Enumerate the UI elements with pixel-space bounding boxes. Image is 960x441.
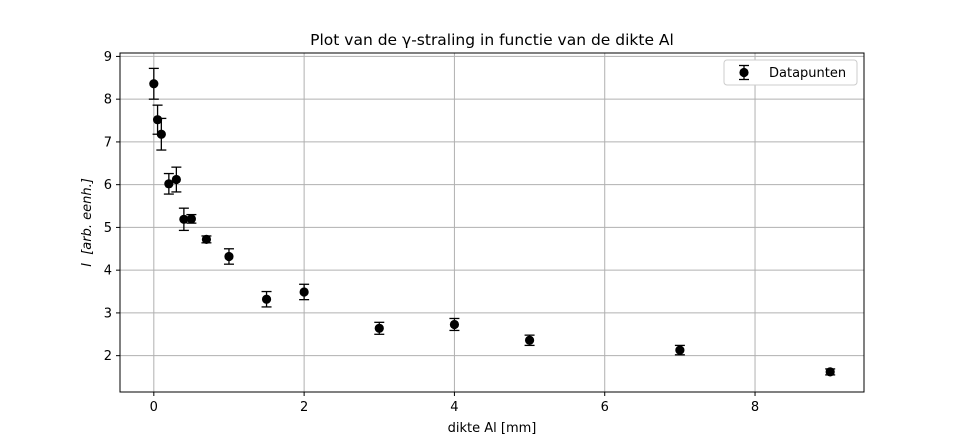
x-tick-label: 2	[300, 400, 308, 415]
data-point	[156, 129, 166, 139]
data-point	[186, 214, 196, 224]
x-tick-label: 6	[601, 400, 609, 415]
y-tick-label: 6	[104, 178, 112, 193]
x-tick-label: 0	[150, 400, 158, 415]
data-point	[261, 294, 272, 304]
x-tick-label: 4	[450, 400, 458, 415]
data-point	[171, 174, 181, 185]
data-points	[149, 79, 835, 377]
grid-lines	[120, 53, 864, 392]
x-axis-ticks: 0 2 4 6 8	[150, 392, 759, 415]
data-point	[449, 319, 460, 330]
data-point	[224, 251, 234, 262]
data-point	[201, 234, 212, 244]
y-axis-unit: [arb. eenh.]	[80, 178, 95, 255]
chart-title: Plot van de γ-straling in functie van de…	[310, 31, 674, 49]
plot-frame	[119, 52, 865, 393]
x-axis-label: dikte Al [mm]	[448, 421, 537, 436]
data-point	[825, 367, 835, 377]
y-tick-label: 3	[104, 306, 112, 321]
y-tick-label: 9	[104, 50, 112, 65]
y-tick-label: 7	[104, 135, 112, 150]
data-point	[299, 287, 309, 297]
data-point	[179, 214, 189, 224]
legend: Datapunten	[723, 59, 858, 86]
x-tick-label: 8	[751, 400, 759, 415]
data-point	[374, 323, 384, 333]
legend-box	[723, 59, 858, 86]
y-axis-ticks: 2 3 4 5 6 7 8 9	[104, 50, 120, 364]
data-point	[152, 115, 163, 125]
y-tick-label: 2	[104, 349, 112, 364]
legend-entry-datapunten: Datapunten	[769, 66, 846, 81]
y-axis-label: I [arb. eenh.]	[80, 178, 95, 267]
y-axis-symbol: I	[80, 263, 95, 267]
y-tick-label: 4	[104, 264, 112, 279]
legend-marker	[739, 64, 749, 81]
y-tick-label: 8	[104, 93, 112, 108]
data-point	[164, 179, 174, 189]
data-point	[524, 335, 535, 345]
data-point	[149, 79, 159, 89]
data-point	[675, 345, 685, 355]
y-tick-label: 5	[104, 221, 112, 236]
legend-point	[739, 67, 749, 78]
